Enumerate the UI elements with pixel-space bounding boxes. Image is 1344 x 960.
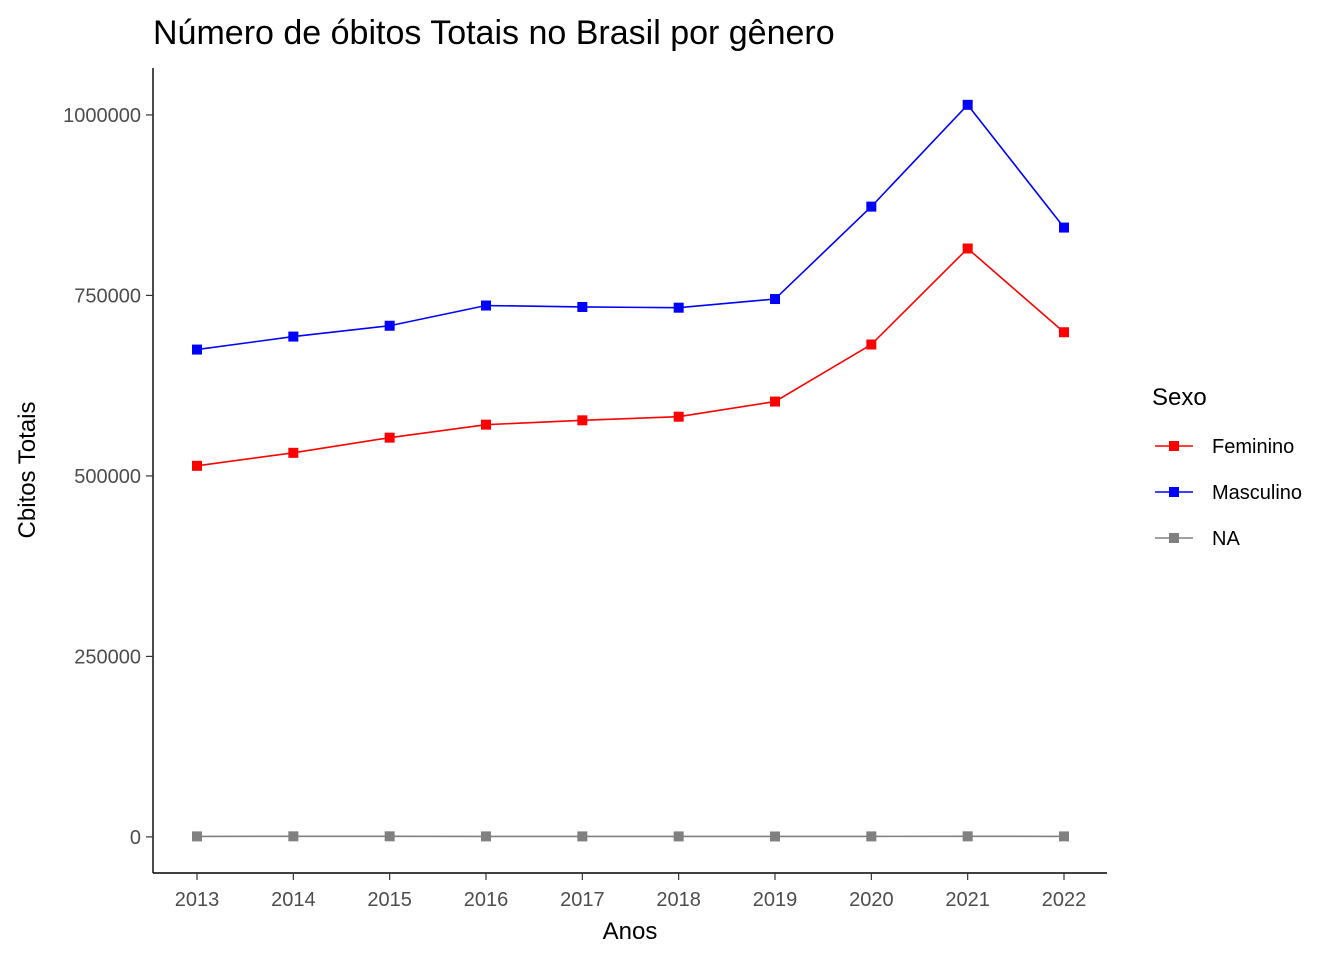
data-point-na bbox=[1059, 831, 1069, 842]
data-point-na bbox=[288, 831, 299, 842]
series-line-masculino bbox=[196, 103, 1065, 351]
legend-item-masculino: Masculino bbox=[1155, 482, 1302, 504]
series-masculino bbox=[192, 99, 1069, 355]
data-point-masculino bbox=[770, 294, 780, 305]
legend-title: Sexo bbox=[1152, 384, 1207, 411]
x-tick-label: 2019 bbox=[753, 889, 798, 911]
legend: Sexo Feminino Masculino NA bbox=[1152, 384, 1302, 550]
data-point-masculino bbox=[577, 301, 588, 312]
x-axis: 2013 2014 2015 2016 2017 2018 2019 2020 2021 2022 bbox=[175, 873, 1087, 911]
x-axis-title: Anos bbox=[603, 918, 658, 945]
data-point-feminino bbox=[288, 447, 299, 458]
x-tick-label: 2013 bbox=[175, 889, 220, 911]
data-point-feminino bbox=[770, 396, 780, 407]
x-tick-label: 2016 bbox=[464, 889, 509, 911]
legend-key-marker bbox=[1169, 487, 1179, 497]
chart-title: Número de óbitos Totais no Brasil por gê… bbox=[153, 14, 835, 52]
x-tick-label: 2020 bbox=[849, 889, 894, 911]
legend-item-feminino: Feminino bbox=[1155, 436, 1294, 458]
y-tick-label: 250000 bbox=[74, 646, 141, 668]
data-point-feminino bbox=[481, 419, 491, 430]
data-point-na bbox=[770, 831, 780, 842]
data-point-masculino bbox=[673, 302, 684, 313]
data-point-na bbox=[866, 831, 877, 842]
data-point-masculino bbox=[1059, 222, 1069, 233]
x-tick-label: 2014 bbox=[271, 889, 316, 911]
data-point-feminino bbox=[673, 411, 684, 422]
data-point-feminino bbox=[192, 460, 202, 471]
series-na bbox=[192, 831, 1069, 842]
x-tick-label: 2021 bbox=[945, 889, 990, 911]
x-tick-label: 2015 bbox=[367, 889, 412, 911]
data-point-masculino bbox=[962, 99, 973, 110]
y-tick-label: 500000 bbox=[74, 466, 141, 488]
data-point-feminino bbox=[962, 243, 973, 254]
legend-key-marker bbox=[1169, 533, 1179, 543]
legend-items: Feminino Masculino NA bbox=[1155, 436, 1302, 550]
y-tick-label: 750000 bbox=[74, 285, 141, 307]
data-point-na bbox=[384, 831, 395, 842]
data-point-feminino bbox=[384, 432, 395, 443]
series-feminino bbox=[192, 243, 1069, 471]
legend-label: NA bbox=[1212, 528, 1240, 550]
y-tick-label: 0 bbox=[130, 827, 141, 849]
data-point-masculino bbox=[384, 320, 395, 331]
legend-item-na: NA bbox=[1155, 528, 1240, 550]
legend-label: Masculino bbox=[1212, 482, 1302, 504]
legend-label: Feminino bbox=[1212, 436, 1294, 458]
data-point-na bbox=[962, 831, 973, 842]
data-point-na bbox=[192, 831, 202, 842]
series-layer bbox=[192, 99, 1069, 842]
data-point-na bbox=[481, 831, 491, 842]
x-tick-label: 2018 bbox=[656, 889, 701, 911]
y-tick-label: 1000000 bbox=[63, 105, 141, 127]
y-axis-title: Cbitos Totais bbox=[14, 402, 41, 539]
data-point-feminino bbox=[866, 339, 877, 350]
data-point-feminino bbox=[577, 415, 588, 426]
data-point-masculino bbox=[192, 344, 202, 355]
y-axis: 0 250000 500000 750000 1000000 bbox=[63, 105, 153, 849]
data-point-na bbox=[577, 831, 588, 842]
series-line-feminino bbox=[196, 247, 1065, 467]
plot-area bbox=[152, 68, 1107, 874]
data-point-masculino bbox=[288, 331, 299, 342]
legend-key-marker bbox=[1169, 441, 1179, 451]
x-tick-label: 2017 bbox=[560, 889, 605, 911]
data-point-masculino bbox=[481, 300, 491, 311]
data-point-feminino bbox=[1059, 327, 1069, 338]
data-point-masculino bbox=[866, 201, 877, 212]
x-tick-label: 2022 bbox=[1042, 889, 1087, 911]
data-point-na bbox=[673, 831, 684, 842]
